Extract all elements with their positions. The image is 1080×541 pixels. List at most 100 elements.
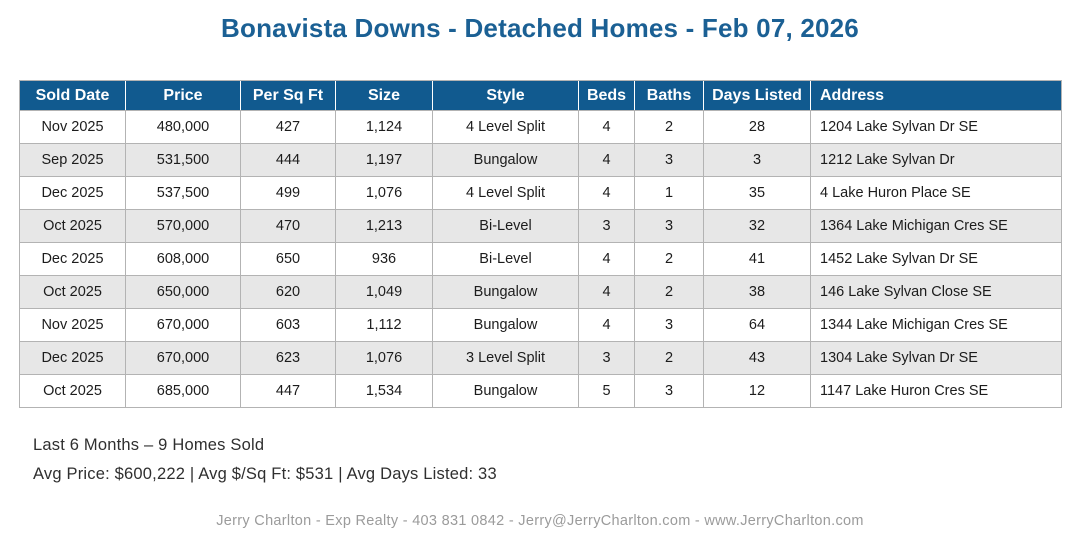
table-row: Oct 2025 650,000 620 1,049 Bungalow 4 2 38 146 L…	[19, 275, 1062, 309]
cell-size: 1,076	[335, 176, 433, 210]
cell-size: 1,076	[335, 341, 433, 375]
cell-per-sq-ft: 499	[240, 176, 336, 210]
cell-beds: 4	[578, 242, 635, 276]
cell-price: 650,000	[125, 275, 241, 309]
table-row: Dec 2025 537,500 499 1,076 4 Level Split 4 1 35…	[19, 176, 1062, 210]
cell-sold-date: Sep 2025	[19, 143, 126, 177]
cell-per-sq-ft: 470	[240, 209, 336, 243]
cell-per-sq-ft: 444	[240, 143, 336, 177]
cell-price: 670,000	[125, 308, 241, 342]
cell-style: Bi-Level	[432, 209, 579, 243]
cell-size: 936	[335, 242, 433, 276]
cell-sold-date: Nov 2025	[19, 308, 126, 342]
cell-style: 4 Level Split	[432, 110, 579, 144]
cell-address: 1304 Lake Sylvan Dr SE	[810, 341, 1062, 375]
cell-address: 1344 Lake Michigan Cres SE	[810, 308, 1062, 342]
table-row: Sep 2025 531,500 444 1,197 Bungalow 4 3 3 1212 L…	[19, 143, 1062, 177]
table-row: Nov 2025 480,000 427 1,124 4 Level Split 4 2 28…	[19, 110, 1062, 144]
summary-averages: Avg Price: $600,222 | Avg $/Sq Ft: $531 …	[33, 465, 497, 483]
cell-address: 146 Lake Sylvan Close SE	[810, 275, 1062, 309]
cell-beds: 3	[578, 341, 635, 375]
cell-style: 3 Level Split	[432, 341, 579, 375]
cell-beds: 3	[578, 209, 635, 243]
cell-size: 1,049	[335, 275, 433, 309]
cell-address: 1212 Lake Sylvan Dr	[810, 143, 1062, 177]
cell-style: 4 Level Split	[432, 176, 579, 210]
cell-style: Bungalow	[432, 143, 579, 177]
cell-price: 570,000	[125, 209, 241, 243]
cell-size: 1,197	[335, 143, 433, 177]
cell-per-sq-ft: 620	[240, 275, 336, 309]
cell-price: 608,000	[125, 242, 241, 276]
summary-sold-count: Last 6 Months – 9 Homes Sold	[33, 436, 265, 454]
cell-days-listed: 35	[703, 176, 811, 210]
cell-price: 480,000	[125, 110, 241, 144]
cell-baths: 2	[634, 242, 704, 276]
cell-baths: 2	[634, 341, 704, 375]
col-header-price: Price	[125, 80, 241, 111]
cell-address: 1147 Lake Huron Cres SE	[810, 374, 1062, 408]
cell-address: 1452 Lake Sylvan Dr SE	[810, 242, 1062, 276]
cell-beds: 4	[578, 308, 635, 342]
cell-size: 1,534	[335, 374, 433, 408]
cell-price: 670,000	[125, 341, 241, 375]
cell-sold-date: Dec 2025	[19, 242, 126, 276]
cell-sold-date: Oct 2025	[19, 374, 126, 408]
cell-sold-date: Dec 2025	[19, 176, 126, 210]
cell-days-listed: 3	[703, 143, 811, 177]
cell-address: 1364 Lake Michigan Cres SE	[810, 209, 1062, 243]
summary-block: Last 6 Months – 9 Homes Sold Avg Price: …	[33, 431, 1080, 489]
cell-sold-date: Dec 2025	[19, 341, 126, 375]
cell-per-sq-ft: 427	[240, 110, 336, 144]
col-header-per-sq-ft: Per Sq Ft	[240, 80, 336, 111]
cell-style: Bungalow	[432, 374, 579, 408]
agent-credit-line: Jerry Charlton - Exp Realty - 403 831 08…	[216, 513, 864, 529]
col-header-beds: Beds	[578, 80, 635, 111]
cell-beds: 4	[578, 275, 635, 309]
cell-size: 1,124	[335, 110, 433, 144]
cell-sold-date: Nov 2025	[19, 110, 126, 144]
col-header-style: Style	[432, 80, 579, 111]
table-row: Dec 2025 608,000 650 936 Bi-Level 4 2 41 1452 La…	[19, 242, 1062, 276]
cell-days-listed: 41	[703, 242, 811, 276]
table-row: Oct 2025 570,000 470 1,213 Bi-Level 3 3 32 1364 …	[19, 209, 1062, 243]
table-body: Nov 2025 480,000 427 1,124 4 Level Split 4 2 28…	[19, 110, 1062, 408]
table-header-row: Sold Date Price Per Sq Ft Size Style Beds Bath…	[19, 80, 1062, 111]
cell-beds: 5	[578, 374, 635, 408]
cell-days-listed: 28	[703, 110, 811, 144]
cell-baths: 3	[634, 308, 704, 342]
cell-address: 4 Lake Huron Place SE	[810, 176, 1062, 210]
cell-baths: 3	[634, 209, 704, 243]
cell-price: 531,500	[125, 143, 241, 177]
cell-per-sq-ft: 650	[240, 242, 336, 276]
cell-days-listed: 64	[703, 308, 811, 342]
col-header-days-listed: Days Listed	[703, 80, 811, 111]
table-row: Oct 2025 685,000 447 1,534 Bungalow 5 3 12 1147 …	[19, 374, 1062, 408]
cell-sold-date: Oct 2025	[19, 209, 126, 243]
cell-size: 1,112	[335, 308, 433, 342]
col-header-size: Size	[335, 80, 433, 111]
col-header-sold-date: Sold Date	[19, 80, 126, 111]
cell-baths: 2	[634, 110, 704, 144]
cell-days-listed: 32	[703, 209, 811, 243]
cell-beds: 4	[578, 143, 635, 177]
col-header-baths: Baths	[634, 80, 704, 111]
cell-days-listed: 43	[703, 341, 811, 375]
cell-days-listed: 12	[703, 374, 811, 408]
page-title: Bonavista Downs - Detached Homes - Feb 0…	[221, 13, 859, 43]
col-header-address: Address	[810, 80, 1062, 111]
cell-per-sq-ft: 623	[240, 341, 336, 375]
cell-baths: 2	[634, 275, 704, 309]
cell-baths: 1	[634, 176, 704, 210]
cell-price: 537,500	[125, 176, 241, 210]
cell-address: 1204 Lake Sylvan Dr SE	[810, 110, 1062, 144]
cell-style: Bi-Level	[432, 242, 579, 276]
table-row: Dec 2025 670,000 623 1,076 3 Level Split 3 2 43…	[19, 341, 1062, 375]
cell-size: 1,213	[335, 209, 433, 243]
cell-style: Bungalow	[432, 275, 579, 309]
cell-style: Bungalow	[432, 308, 579, 342]
cell-beds: 4	[578, 176, 635, 210]
cell-baths: 3	[634, 374, 704, 408]
table-row: Nov 2025 670,000 603 1,112 Bungalow 4 3 64 1344 …	[19, 308, 1062, 342]
cell-per-sq-ft: 447	[240, 374, 336, 408]
